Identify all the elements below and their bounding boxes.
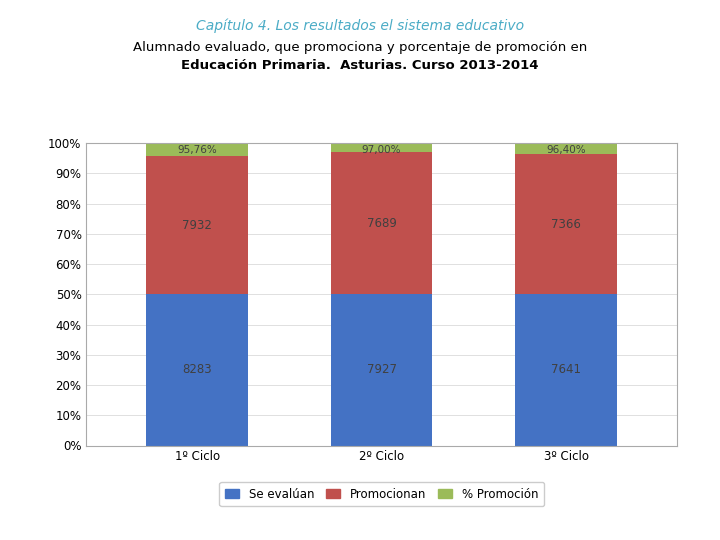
Text: 7927: 7927 — [366, 363, 397, 376]
Bar — [146, 143, 248, 156]
Text: 7932: 7932 — [182, 219, 212, 232]
Bar — [331, 294, 432, 446]
Text: 7641: 7641 — [551, 363, 581, 376]
Text: Alumnado evaluado, que promociona y porcentaje de promoción en: Alumnado evaluado, que promociona y porc… — [133, 40, 587, 53]
Bar — [516, 143, 617, 154]
Text: 95,76%: 95,76% — [177, 145, 217, 154]
Text: 8283: 8283 — [182, 363, 212, 376]
Bar — [516, 154, 617, 294]
Text: Educación Primaria.  Asturias. Curso 2013-2014: Educación Primaria. Asturias. Curso 2013… — [181, 59, 539, 72]
Bar — [146, 294, 248, 446]
Text: 7366: 7366 — [552, 218, 581, 231]
Bar — [331, 143, 432, 152]
Bar — [146, 156, 248, 294]
Bar — [331, 152, 432, 294]
Text: 97,00%: 97,00% — [362, 145, 401, 154]
Legend: Se evalúan, Promocionan, % Promoción: Se evalúan, Promocionan, % Promoción — [220, 482, 544, 507]
Text: 96,40%: 96,40% — [546, 145, 586, 154]
Text: Capítulo 4. Los resultados el sistema educativo: Capítulo 4. Los resultados el sistema ed… — [196, 19, 524, 33]
Text: 7689: 7689 — [366, 217, 397, 230]
Bar — [516, 294, 617, 446]
